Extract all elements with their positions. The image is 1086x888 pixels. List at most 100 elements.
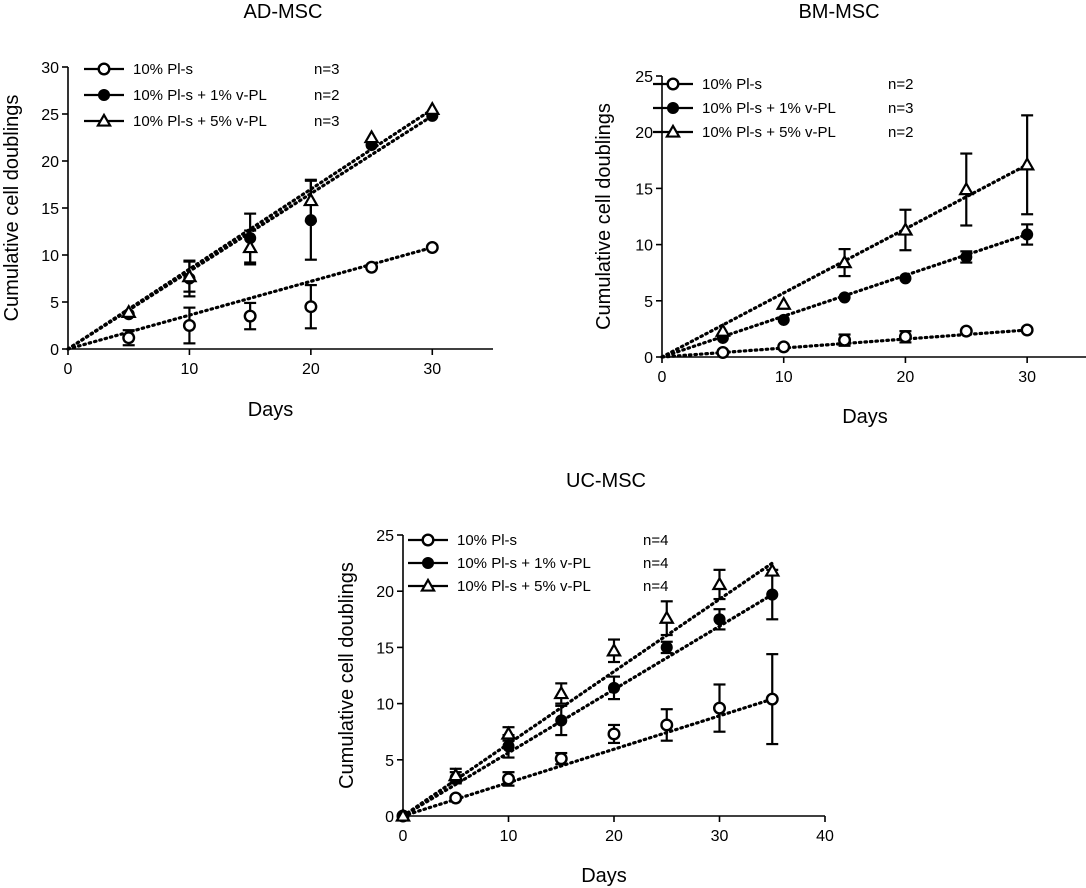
- y-tick-label: 30: [41, 60, 59, 77]
- legend-n-label: n=4: [643, 532, 668, 549]
- y-tick-label: 5: [385, 753, 394, 770]
- legend-marker: [96, 112, 112, 127]
- data-point: [554, 752, 568, 766]
- legend-label: 10% Pl-s: [133, 61, 193, 78]
- data-point: [447, 767, 464, 782]
- legend-marker: [666, 77, 680, 91]
- y-tick-label: 10: [41, 248, 59, 265]
- x-tick-label: 0: [658, 369, 667, 386]
- data-point: [838, 291, 851, 304]
- chart-title: BM-MSC: [798, 1, 879, 23]
- legend-marker: [666, 101, 680, 115]
- data-point: [425, 240, 439, 254]
- data-point: [765, 692, 779, 706]
- data-point: [897, 221, 914, 236]
- series-2: [396, 568, 779, 823]
- data-point: [1019, 156, 1036, 171]
- y-tick-label: 0: [644, 350, 653, 367]
- legend-marker: [97, 62, 111, 76]
- data-point: [960, 250, 973, 264]
- series-3: [395, 561, 781, 822]
- data-point: [606, 642, 622, 657]
- y-tick-label: 10: [635, 238, 653, 255]
- y-tick-label: 0: [50, 342, 59, 359]
- data-point: [302, 192, 319, 207]
- data-point: [1021, 228, 1034, 241]
- data-point: [775, 295, 792, 310]
- legend-label: 10% Pl-s: [702, 76, 762, 93]
- data-point: [424, 100, 441, 115]
- data-point: [716, 346, 730, 360]
- legend-label: 10% Pl-s + 1% v-PL: [133, 87, 267, 104]
- legend-label: 10% Pl-s + 5% v-PL: [702, 124, 836, 141]
- data-point: [243, 309, 257, 323]
- y-tick-label: 15: [376, 640, 394, 657]
- data-point: [120, 304, 137, 319]
- legend-marker: [421, 556, 435, 570]
- y-axis-label: Cumulative cell doublings: [336, 562, 358, 789]
- x-tick-label: 20: [605, 828, 623, 845]
- legend-label: 10% Pl-s + 1% v-PL: [702, 100, 836, 117]
- data-point: [899, 272, 912, 285]
- data-point: [777, 340, 791, 354]
- data-point: [365, 260, 379, 274]
- chart-title: UC-MSC: [566, 470, 646, 492]
- x-axis-label: Days: [581, 865, 627, 887]
- legend-marker: [97, 88, 111, 102]
- y-tick-label: 25: [635, 69, 653, 86]
- series-2: [660, 223, 1034, 359]
- y-tick-label: 10: [376, 697, 394, 714]
- data-point: [553, 685, 570, 700]
- data-point: [714, 322, 731, 337]
- data-point: [836, 254, 853, 269]
- y-tick-label: 5: [50, 295, 59, 312]
- data-point: [500, 725, 517, 740]
- data-point: [660, 718, 674, 732]
- data-point: [764, 562, 781, 577]
- legend-n-label: n=2: [314, 87, 339, 104]
- chart-title: AD-MSC: [244, 1, 323, 23]
- y-tick-label: 5: [644, 294, 653, 311]
- data-point: [898, 330, 912, 344]
- x-tick-label: 10: [500, 828, 518, 845]
- data-point: [777, 313, 790, 326]
- y-axis-label: Cumulative cell doublings: [1, 95, 23, 322]
- data-point: [181, 268, 198, 283]
- data-point: [713, 701, 727, 715]
- y-tick-label: 20: [376, 584, 394, 601]
- x-tick-label: 30: [711, 828, 729, 845]
- y-tick-label: 15: [41, 201, 59, 218]
- chart-bm-msc: BM-MSC Days Cumulative cell doublings 0 10 20…: [593, 1, 1086, 428]
- data-point: [449, 791, 463, 805]
- series-1: [396, 653, 779, 823]
- data-point: [1020, 323, 1034, 337]
- data-point: [501, 772, 515, 786]
- legend-label: 10% Pl-s: [457, 532, 517, 549]
- legend-n-label: n=3: [314, 61, 339, 78]
- chart-uc-msc: UC-MSC Days Cumulative cell doublings 0 10 20…: [336, 470, 834, 887]
- legend-n-label: n=4: [643, 578, 668, 595]
- x-tick-label: 20: [302, 361, 320, 378]
- x-tick-label: 20: [897, 369, 915, 386]
- legend-marker: [421, 533, 435, 547]
- data-point: [607, 681, 621, 694]
- data-point: [242, 239, 259, 254]
- data-point: [395, 807, 411, 822]
- legend-label: 10% Pl-s + 1% v-PL: [457, 555, 591, 572]
- x-tick-label: 30: [1018, 369, 1036, 386]
- legend-label: 10% Pl-s + 5% v-PL: [457, 578, 591, 595]
- y-tick-label: 20: [635, 125, 653, 142]
- legend-n-label: n=3: [888, 100, 913, 117]
- data-point: [838, 333, 852, 347]
- y-tick-label: 0: [385, 809, 394, 826]
- y-tick-label: 25: [41, 107, 59, 124]
- data-point: [766, 588, 779, 601]
- y-tick-label: 25: [376, 528, 394, 545]
- series-3: [66, 100, 441, 351]
- legend-marker: [420, 577, 436, 592]
- trend-line: [401, 561, 774, 818]
- series-3: [660, 114, 1036, 359]
- data-point: [658, 609, 675, 624]
- series-1: [66, 240, 439, 351]
- data-point: [713, 613, 726, 626]
